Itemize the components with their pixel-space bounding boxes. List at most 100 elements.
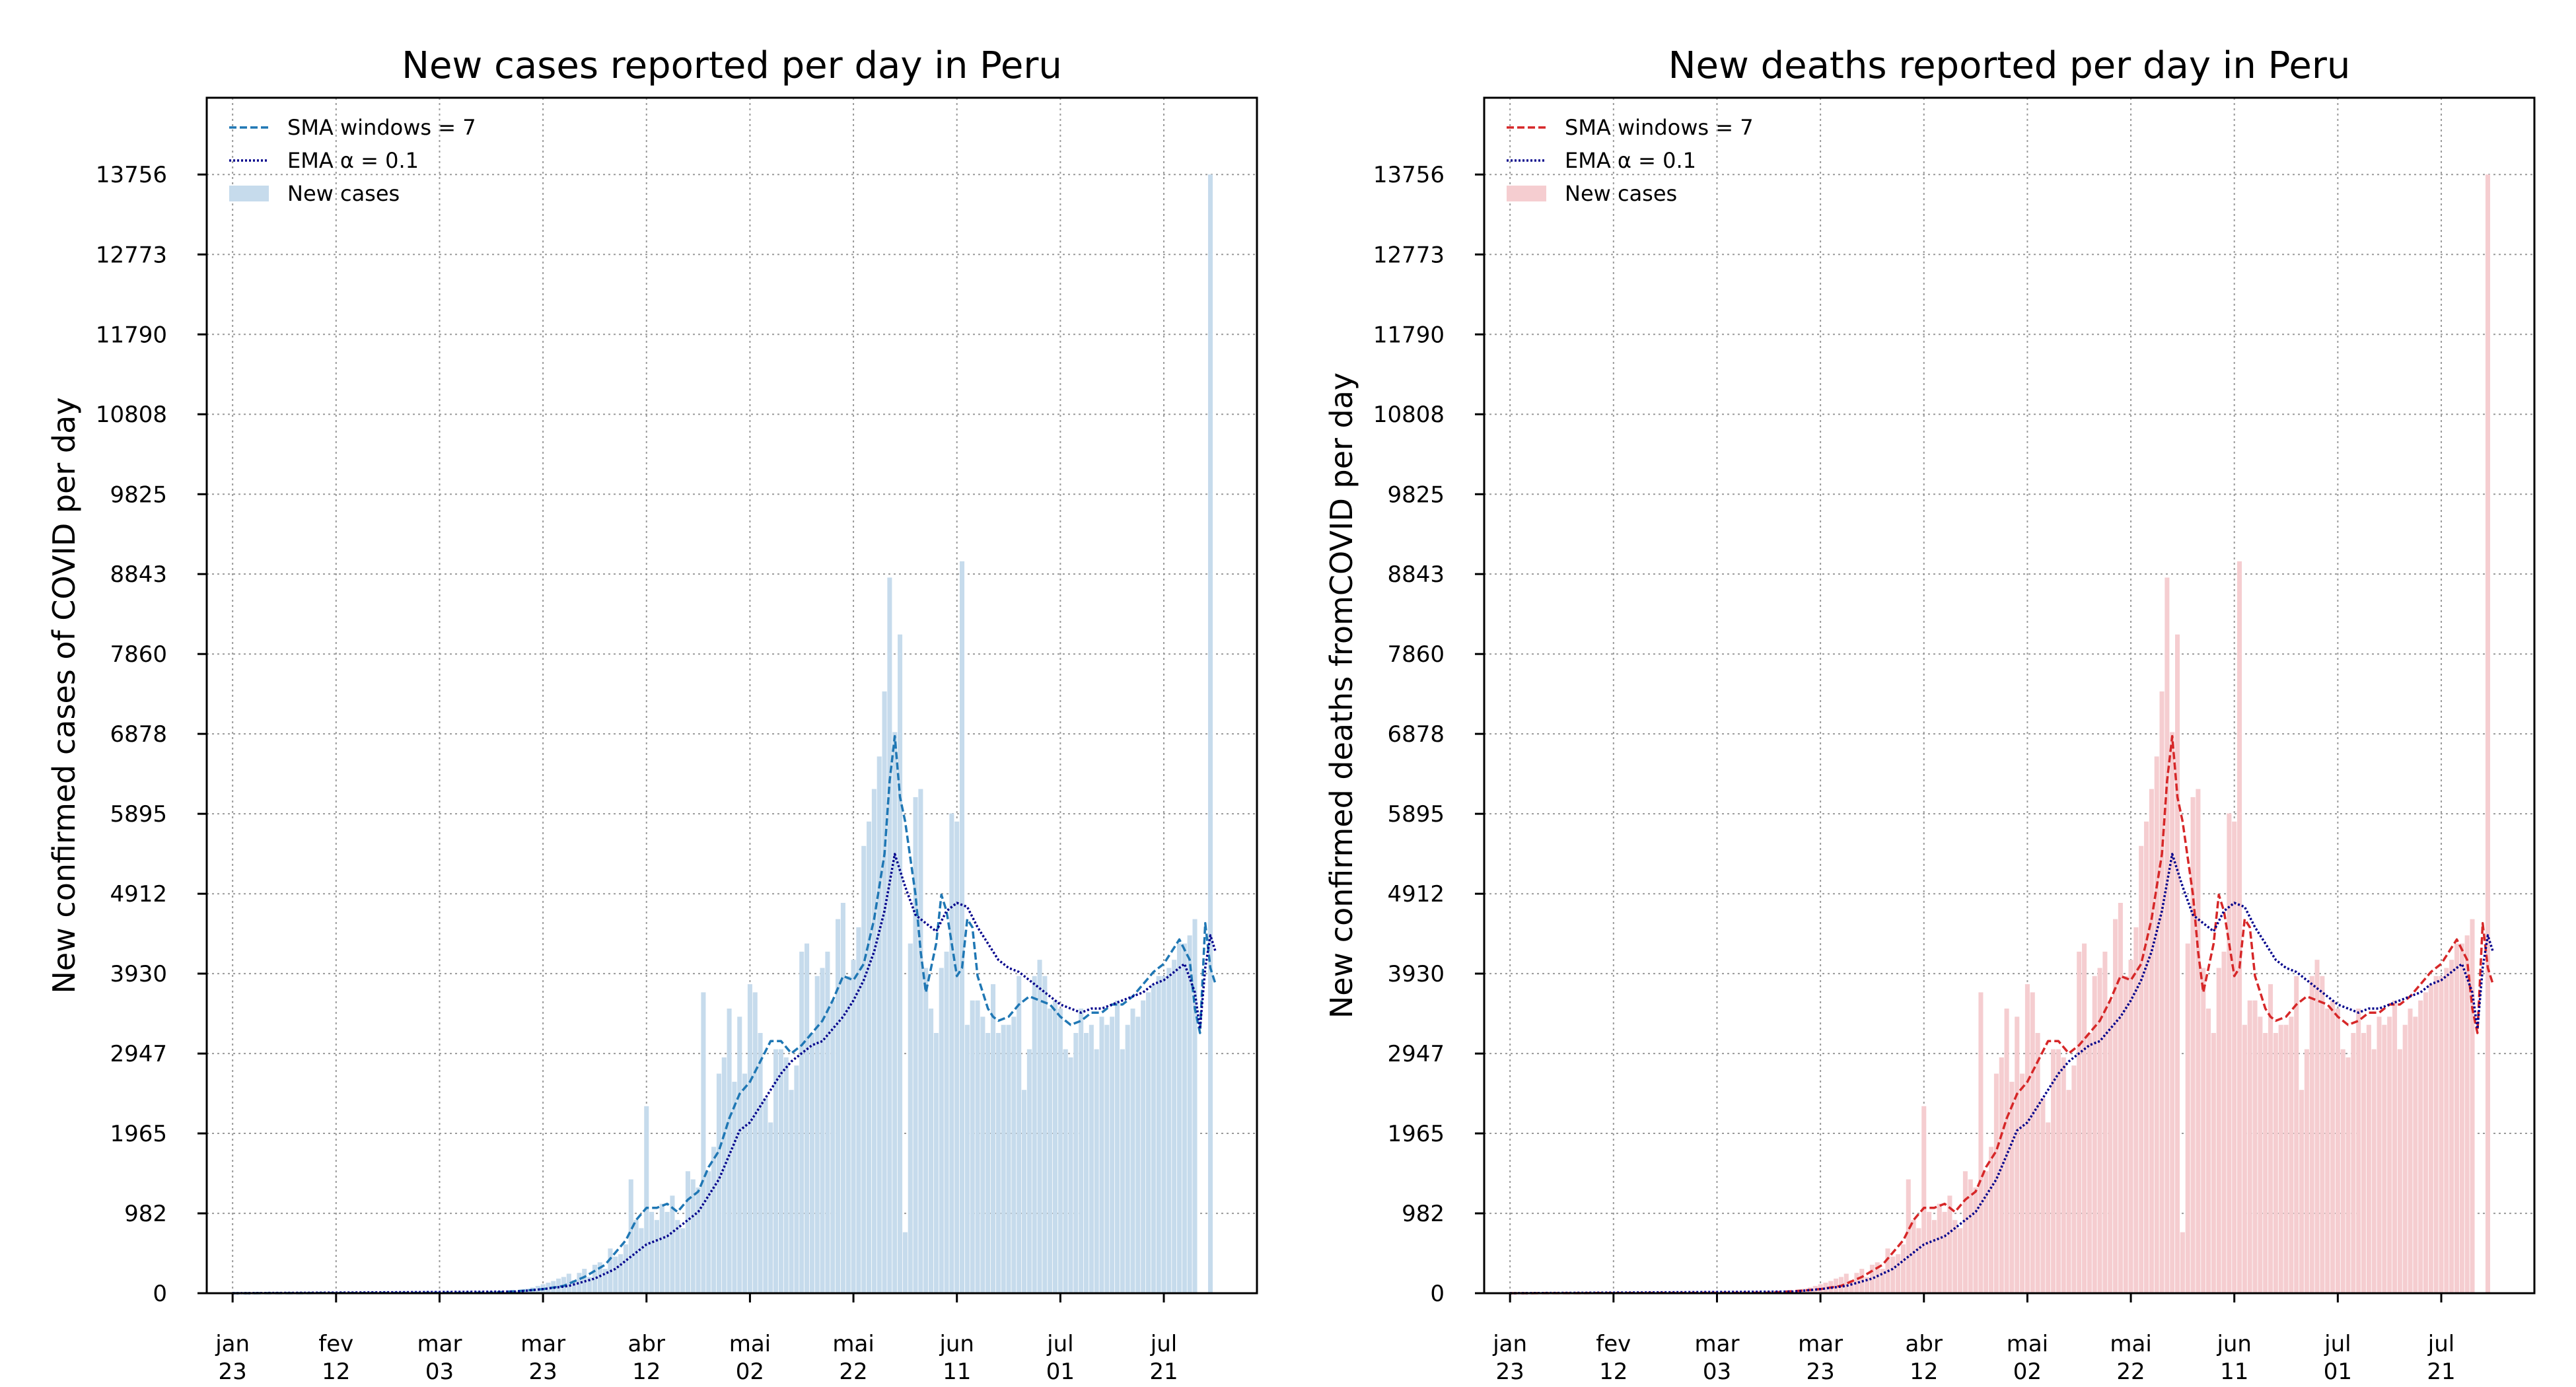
bar [1973, 1187, 1978, 1293]
x-tick-label-day: 02 [736, 1359, 764, 1385]
bar [2221, 951, 2227, 1293]
bar [789, 1090, 794, 1293]
bar [851, 960, 856, 1293]
x-tick-label-month: jul [1150, 1331, 1177, 1357]
bar [1110, 1016, 1115, 1293]
bar [1011, 1016, 1017, 1293]
ema-line [233, 853, 1217, 1295]
bar [2139, 845, 2144, 1293]
bar [985, 1032, 991, 1293]
bar [680, 1228, 686, 1293]
bar [2242, 1024, 2247, 1293]
bar [1006, 1024, 1011, 1293]
bar [566, 1273, 571, 1293]
bar [1900, 1244, 1906, 1293]
bar [1053, 1000, 1058, 1293]
bar [2144, 821, 2149, 1293]
bar [2149, 789, 2154, 1293]
deaths-axes-frame [1483, 96, 2536, 1295]
bar [2439, 976, 2444, 1293]
bar [737, 1016, 742, 1293]
bar [2051, 1049, 2056, 1293]
bar [2159, 691, 2165, 1293]
x-tick-label-day: 12 [322, 1359, 350, 1385]
bar [2154, 756, 2159, 1293]
bar [2180, 1232, 2185, 1293]
bar [2283, 1024, 2289, 1293]
bar [898, 634, 903, 1293]
bar [2030, 992, 2035, 1293]
legend-label: EMA α = 0.1 [1565, 148, 1696, 173]
x-tick-label-month: mai [2110, 1331, 2151, 1357]
bar [2485, 174, 2491, 1293]
x-tick-label-day: 12 [1910, 1359, 1938, 1385]
bar [1079, 1009, 1084, 1293]
y-tick-label: 2947 [110, 1041, 167, 1067]
bar [1048, 1009, 1053, 1293]
x-tick-label-day: 21 [2427, 1359, 2455, 1385]
bar [2227, 813, 2232, 1293]
y-tick-label: 11790 [1373, 322, 1445, 348]
bar [2361, 1032, 2367, 1293]
bar [1073, 1032, 1079, 1293]
bar [1823, 1282, 1828, 1293]
legend-label: SMA windows = 7 [1565, 115, 1754, 140]
bar [2071, 1065, 2077, 1293]
y-tick-label: 5895 [110, 801, 167, 828]
bar [2377, 1016, 2382, 1293]
bar [1952, 1220, 1958, 1293]
bar [1068, 1057, 1073, 1293]
bar [597, 1262, 602, 1293]
bar [1875, 1262, 1880, 1293]
bar [1026, 1049, 1032, 1293]
y-tick-label: 5895 [1387, 801, 1445, 828]
bar [809, 1032, 814, 1293]
bar [944, 951, 949, 1293]
x-tick-label-day: 21 [1149, 1359, 1178, 1385]
bar [918, 789, 923, 1293]
bar [2433, 976, 2439, 1293]
deaths-chart-title: New deaths reported per day in Peru [1668, 44, 2351, 87]
bar [856, 927, 861, 1293]
x-tick-label-day: 11 [2220, 1359, 2248, 1385]
bar [871, 789, 877, 1293]
bar [1843, 1273, 1849, 1293]
bar [2097, 968, 2102, 1293]
bar [1187, 935, 1192, 1293]
bar [2413, 1016, 2418, 1293]
x-tick-label-day: 01 [2324, 1359, 2352, 1385]
bar [1890, 1256, 1896, 1293]
cases-legend: SMA windows = 7 EMA α = 0.1 New cases [229, 115, 476, 206]
bar [639, 1228, 644, 1293]
x-tick-label-month: jun [939, 1331, 974, 1357]
bar [2340, 1049, 2345, 1293]
cases-chart-title: New cases reported per day in Peru [402, 44, 1062, 87]
bar [577, 1273, 582, 1293]
x-tick-label-day: 01 [1046, 1359, 1075, 1385]
x-tick-label-month: jan [215, 1331, 250, 1357]
bar [783, 1057, 789, 1293]
bar [2128, 960, 2133, 1293]
bar [2201, 968, 2206, 1293]
bar [1099, 1016, 1104, 1293]
bar [2289, 1016, 2294, 1293]
bar [2459, 943, 2464, 1293]
bar [2237, 561, 2242, 1294]
bar [2170, 732, 2175, 1293]
bar [2454, 943, 2460, 1293]
y-tick-label: 4912 [110, 881, 167, 907]
x-tick-label-day: 23 [1806, 1359, 1834, 1385]
bar [2408, 1009, 2413, 1293]
x-tick-label-day: 03 [1703, 1359, 1731, 1385]
bar [778, 1049, 783, 1293]
bar [845, 976, 851, 1293]
bar [877, 756, 882, 1293]
bar [654, 1220, 659, 1293]
bar [2077, 951, 2082, 1293]
bar [2092, 976, 2097, 1293]
bar [1896, 1254, 1901, 1293]
bar [664, 1211, 670, 1293]
bar [644, 1106, 649, 1293]
bar [1911, 1220, 1916, 1293]
bar [747, 984, 752, 1293]
